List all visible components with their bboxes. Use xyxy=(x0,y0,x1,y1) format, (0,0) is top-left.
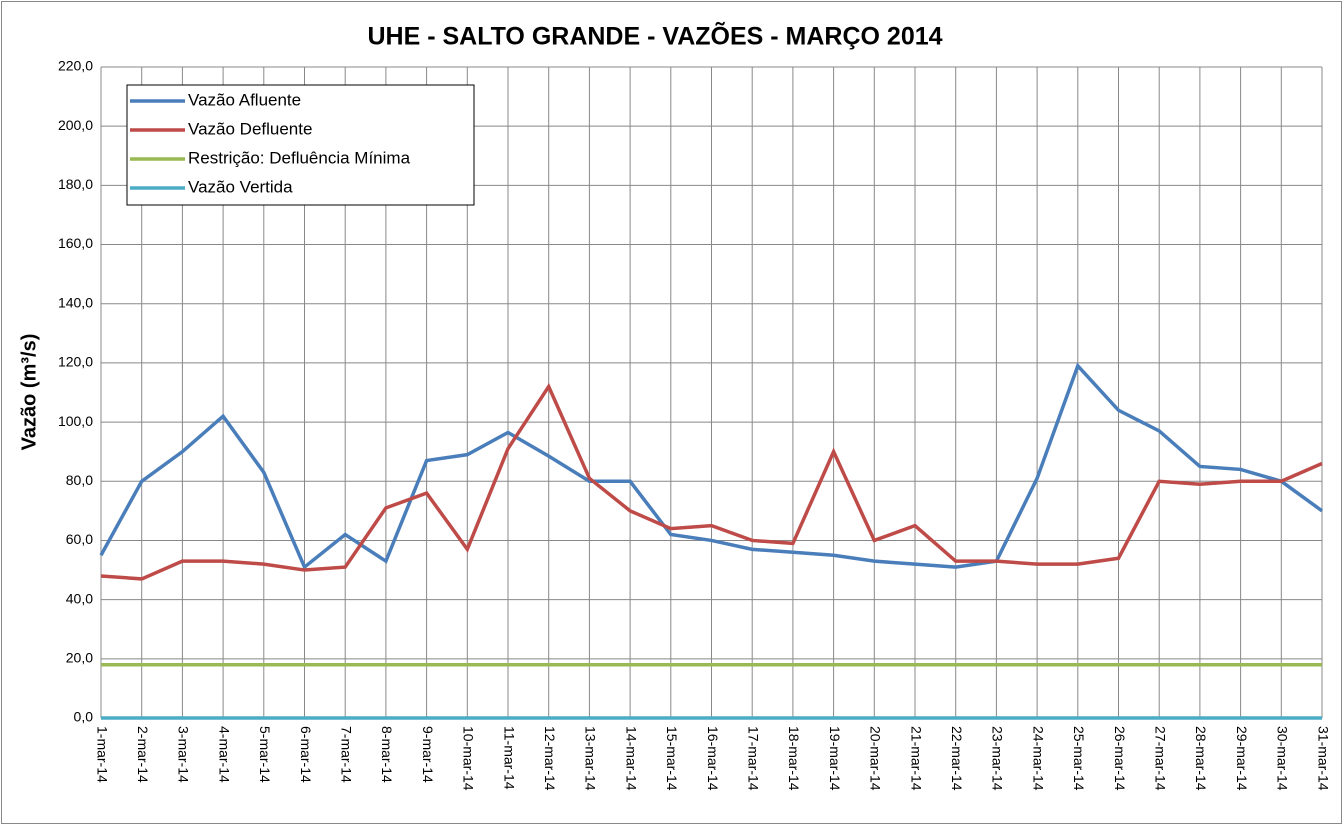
x-tick-label: 29-mar-14 xyxy=(1234,726,1250,791)
x-tick-label: 11-mar-14 xyxy=(501,726,517,790)
chart-title: UHE - SALTO GRANDE - VAZÕES - MARÇO 2014 xyxy=(367,21,942,51)
y-axis-label: Vazão (m³/s) xyxy=(18,334,40,451)
y-tick-label: 80,0 xyxy=(66,472,93,488)
y-tick-label: 140,0 xyxy=(58,294,93,310)
x-tick-label: 3-mar-14 xyxy=(176,726,192,783)
x-tick-label: 22-mar-14 xyxy=(949,726,965,791)
y-tick-label: 120,0 xyxy=(58,354,93,370)
y-tick-label: 220,0 xyxy=(58,58,93,74)
legend-label: Vazão Vertida xyxy=(188,177,293,196)
x-tick-label: 18-mar-14 xyxy=(786,726,802,791)
x-tick-label: 20-mar-14 xyxy=(868,726,884,791)
x-tick-label: 15-mar-14 xyxy=(664,726,680,791)
y-tick-label: 160,0 xyxy=(58,235,93,251)
y-tick-label: 180,0 xyxy=(58,176,93,192)
x-tick-label: 27-mar-14 xyxy=(1152,726,1168,791)
x-tick-label: 5-mar-14 xyxy=(257,726,273,783)
x-tick-label: 28-mar-14 xyxy=(1193,726,1209,791)
legend-label: Vazão Afluente xyxy=(188,90,301,109)
x-tick-label: 25-mar-14 xyxy=(1071,726,1087,791)
x-tick-label: 9-mar-14 xyxy=(420,726,436,783)
x-tick-label: 24-mar-14 xyxy=(1030,726,1046,791)
legend-label: Restrição: Defluência Mínima xyxy=(188,148,411,167)
x-tick-label: 8-mar-14 xyxy=(379,726,395,783)
x-tick-label: 26-mar-14 xyxy=(1112,726,1128,791)
legend-label: Vazão Defluente xyxy=(188,119,312,138)
y-tick-label: 20,0 xyxy=(66,650,93,666)
x-tick-label: 30-mar-14 xyxy=(1275,726,1291,791)
x-tick-label: 23-mar-14 xyxy=(990,726,1006,791)
x-tick-label: 10-mar-14 xyxy=(461,726,477,791)
x-tick-label: 4-mar-14 xyxy=(216,726,232,783)
y-tick-label: 40,0 xyxy=(66,590,93,606)
y-tick-label: 100,0 xyxy=(58,413,93,429)
x-tick-label: 19-mar-14 xyxy=(827,726,843,791)
series-line xyxy=(99,362,1324,570)
series-line xyxy=(100,382,1323,581)
x-tick-label: 1-mar-14 xyxy=(94,726,110,783)
y-tick-label: 200,0 xyxy=(58,117,93,133)
x-tick-label: 31-mar-14 xyxy=(1315,726,1331,791)
legend-box xyxy=(126,84,475,206)
y-tick-label: 0,0 xyxy=(74,709,94,725)
x-tick-label: 2-mar-14 xyxy=(135,726,151,783)
x-tick-label: 21-mar-14 xyxy=(908,726,924,791)
x-tick-label: 14-mar-14 xyxy=(623,726,639,791)
x-tick-label: 13-mar-14 xyxy=(583,726,599,791)
y-tick-label: 60,0 xyxy=(66,531,93,547)
x-tick-label: 16-mar-14 xyxy=(705,726,721,791)
x-tick-label: 17-mar-14 xyxy=(745,726,761,791)
x-tick-label: 12-mar-14 xyxy=(542,726,558,791)
x-tick-label: 7-mar-14 xyxy=(338,726,354,783)
x-tick-label: 6-mar-14 xyxy=(298,726,314,783)
